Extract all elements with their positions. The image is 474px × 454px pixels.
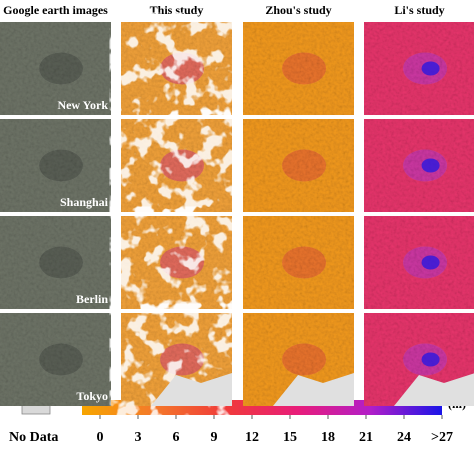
colorbar-tick-label: 24: [397, 430, 411, 445]
colorbar-tick-label: 0: [97, 430, 104, 445]
column-header: Zhou's study: [265, 3, 331, 17]
no-data-label: No Data: [9, 430, 58, 445]
dense-area: [282, 52, 327, 85]
colorbar-tick-label: 18: [321, 430, 335, 445]
map-panel: [121, 119, 232, 212]
water: [151, 373, 232, 406]
map-panel: [243, 22, 354, 115]
map-panel: [364, 216, 474, 309]
map-panel: [0, 119, 111, 212]
row-label: New York: [57, 98, 108, 112]
row-label: Berlin: [76, 292, 108, 306]
tall-area: [421, 158, 440, 173]
dense-area: [282, 246, 327, 279]
tall-area: [421, 352, 440, 367]
colorbar-tick-label: >27: [431, 430, 453, 445]
dense-area: [39, 246, 84, 279]
colorbar-tick-label: 12: [245, 430, 259, 445]
map-panel: [243, 216, 354, 309]
row-label: Shanghai: [60, 195, 109, 209]
colorbar-tick-label: 9: [211, 430, 218, 445]
row-label: Tokyo: [76, 389, 108, 403]
map-panel: [121, 22, 232, 115]
no-data-patches: [121, 22, 232, 115]
map-panel: [121, 216, 232, 309]
tall-area: [421, 255, 440, 270]
dense-area: [39, 52, 84, 85]
no-data-patches: [121, 119, 232, 212]
map-panel: [364, 119, 474, 212]
map-panel: [243, 119, 354, 212]
no-data-patches: [121, 216, 232, 309]
map-panel: [364, 22, 474, 115]
map-panel: [0, 313, 111, 406]
column-header: Li's study: [394, 3, 444, 17]
colorbar-tick-label: 6: [173, 430, 180, 445]
dense-area: [282, 343, 327, 376]
map-panel: [121, 313, 232, 406]
dense-area: [282, 149, 327, 182]
colorbar-tick-label: 15: [283, 430, 297, 445]
dense-area: [39, 343, 84, 376]
water: [394, 373, 474, 406]
map-panel: [0, 22, 111, 115]
column-header: This study: [150, 3, 204, 17]
map-panel: [243, 313, 354, 406]
map-panel: [0, 216, 111, 309]
column-header: Google earth images: [3, 3, 108, 17]
colorbar-tick-label: 21: [359, 430, 373, 445]
tall-area: [421, 61, 440, 76]
colorbar-tick-label: 3: [135, 430, 142, 445]
water: [273, 373, 354, 406]
map-panel: [364, 313, 474, 406]
dense-area: [39, 149, 84, 182]
